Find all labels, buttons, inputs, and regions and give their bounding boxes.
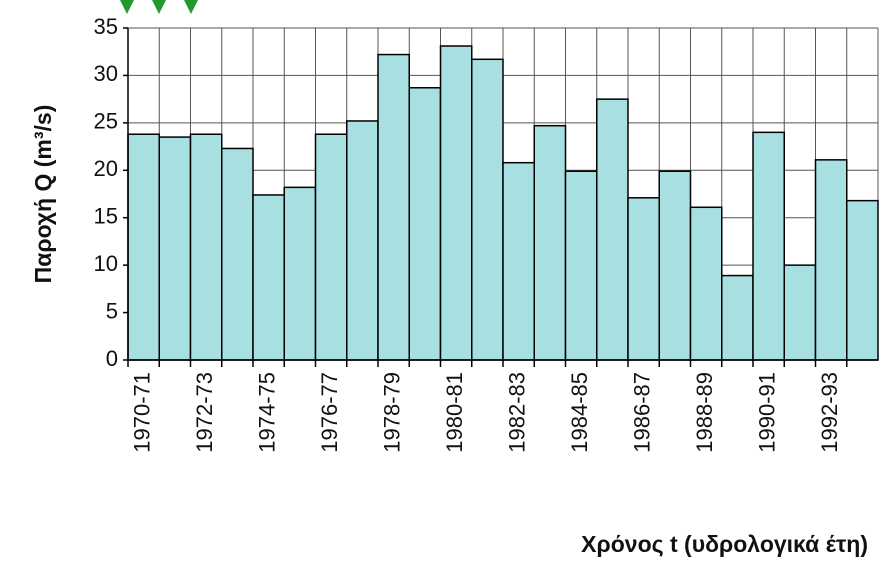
bar: [127, 133, 160, 361]
x-tick-label: 1990-91: [754, 372, 779, 453]
bar: [189, 133, 223, 361]
x-axis-title: Χρόνος t (υδρολογικά έτη): [581, 531, 868, 557]
bar: [377, 53, 410, 361]
y-tick-label: 30: [94, 61, 118, 86]
y-tick-label: 0: [106, 346, 118, 371]
y-tick-label: 20: [94, 156, 118, 181]
bar: [752, 131, 785, 361]
arrow-icon: [152, 0, 166, 14]
bar: [314, 133, 348, 361]
x-tick-label: 1978-79: [379, 372, 404, 453]
x-tick-label: 1976-77: [317, 372, 342, 453]
bar: [533, 124, 567, 361]
bar: [158, 136, 192, 361]
x-tick-label: 1992-93: [817, 372, 842, 453]
bar: [221, 147, 254, 361]
x-tick-label: 1986-87: [629, 372, 654, 453]
y-tick-label: 35: [94, 14, 118, 39]
bar: [783, 264, 817, 361]
x-tick-label: 1988-89: [692, 372, 717, 453]
x-tick-label: 1970-71: [129, 372, 154, 453]
bar: [252, 194, 285, 361]
x-tick-label: 1982-83: [504, 372, 529, 453]
bar: [689, 206, 723, 361]
bar: [502, 161, 535, 361]
bar: [721, 274, 754, 361]
arrow-icon: [184, 0, 198, 14]
bar: [814, 159, 848, 361]
y-axis-title: Παροχή Q (m³/s): [30, 105, 56, 284]
bar: [596, 98, 629, 361]
x-tick-label: 1974-75: [254, 372, 279, 453]
bar: [627, 197, 660, 361]
bar: [346, 120, 379, 361]
y-tick-label: 10: [94, 251, 118, 276]
bar: [846, 199, 879, 361]
bar: [283, 186, 317, 361]
arrow-icon: [120, 0, 134, 14]
y-tick-label: 25: [94, 109, 118, 134]
x-tick-label: 1984-85: [567, 372, 592, 453]
y-tick-label: 5: [106, 298, 118, 323]
bar: [439, 45, 473, 361]
x-tick-label: 1980-81: [442, 372, 467, 453]
bar: [408, 87, 442, 361]
y-tick-label: 15: [94, 204, 118, 229]
x-tick-label: 1972-73: [192, 372, 217, 453]
bar: [564, 170, 598, 361]
bar: [658, 170, 692, 361]
bar: [471, 58, 504, 361]
